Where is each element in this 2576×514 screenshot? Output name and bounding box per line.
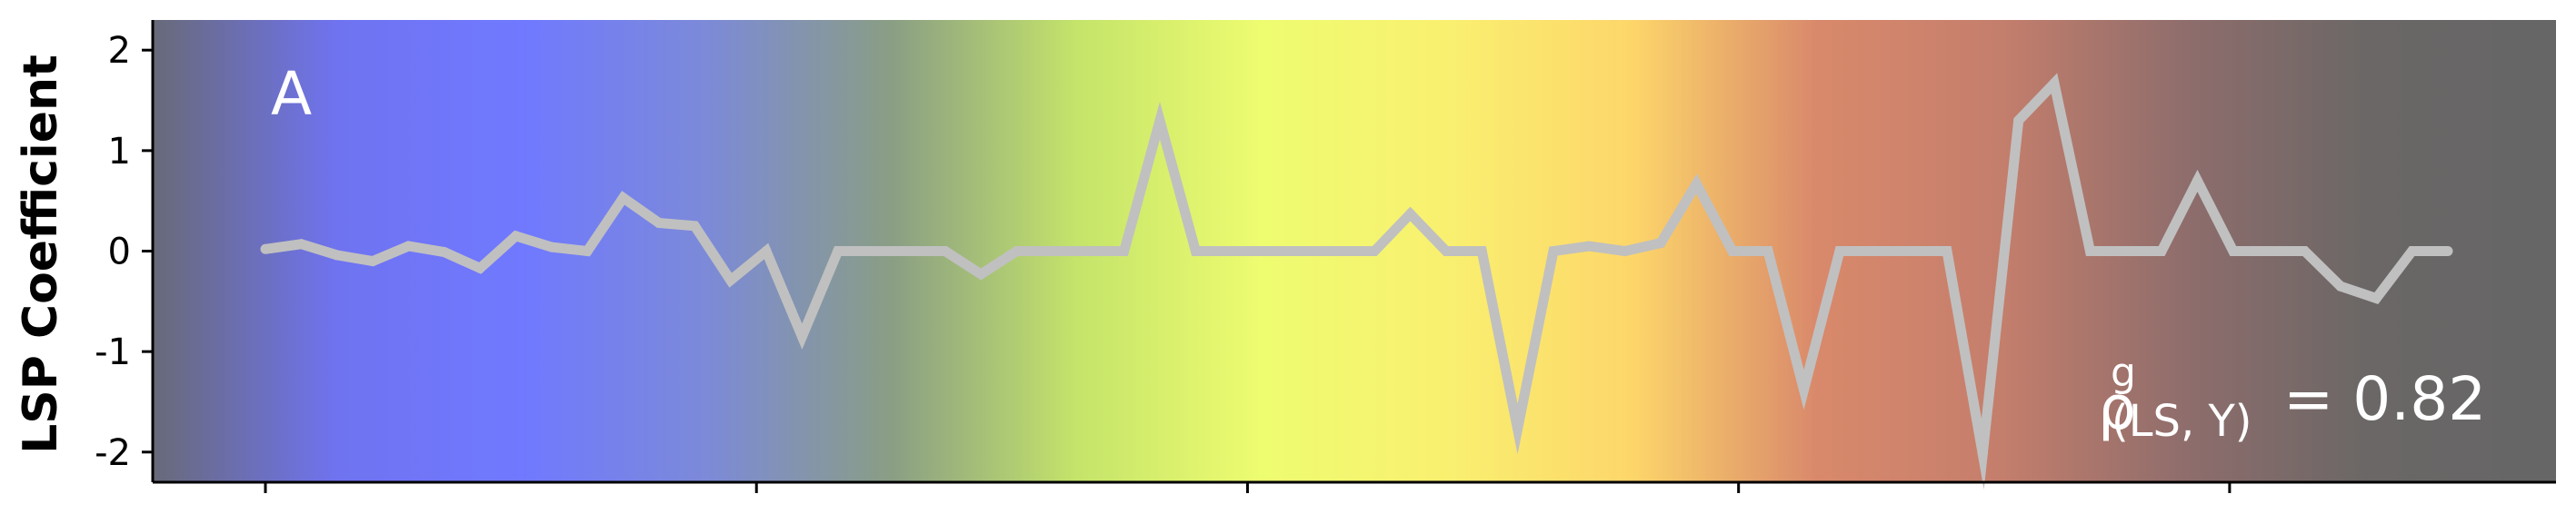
data-point — [868, 246, 879, 256]
data-point — [260, 243, 271, 254]
data-point — [1977, 449, 1988, 460]
data-point — [796, 331, 807, 342]
data-point — [1476, 246, 1487, 256]
data-point — [1799, 384, 1810, 395]
data-point — [1583, 241, 1594, 252]
data-point — [2335, 281, 2346, 292]
data-point — [1119, 246, 1130, 256]
data-point — [1405, 209, 1416, 220]
data-point — [1727, 246, 1738, 256]
data-point — [2263, 246, 2274, 256]
data-point — [2371, 293, 2381, 304]
annotation-superscript: g — [2111, 350, 2136, 396]
panel-label: A — [271, 59, 312, 129]
x-axis-ticks — [264, 482, 2232, 493]
y-tick-label: -2 — [95, 432, 131, 474]
data-point — [833, 246, 844, 256]
annotation-value: = 0.82 — [2283, 364, 2486, 434]
data-point — [1942, 246, 1952, 256]
data-point — [403, 241, 414, 252]
y-tick-label: 1 — [108, 131, 131, 173]
data-point — [367, 256, 378, 267]
data-point — [1762, 246, 1773, 256]
data-point — [618, 193, 629, 203]
data-point — [2407, 246, 2418, 256]
data-point — [2156, 246, 2167, 256]
annotation-subscript: (LS, Y) — [2112, 396, 2252, 447]
data-point — [1262, 246, 1273, 256]
data-point — [1655, 238, 1666, 249]
data-point — [2084, 246, 2095, 256]
data-point — [1369, 246, 1380, 256]
data-point — [1870, 246, 1881, 256]
data-point — [1154, 115, 1165, 126]
data-point — [582, 246, 593, 256]
data-point — [940, 246, 951, 256]
data-point — [654, 218, 664, 229]
correlation-annotation: ρ g (LS, Y) = 0.82 — [2098, 350, 2486, 447]
data-point — [725, 275, 736, 286]
data-point — [1834, 246, 1845, 256]
data-point — [904, 246, 914, 256]
data-point — [332, 250, 343, 261]
data-point — [1620, 246, 1631, 256]
data-point — [295, 239, 306, 250]
data-point — [2228, 246, 2239, 256]
data-point — [1906, 246, 1917, 256]
data-point — [2300, 246, 2311, 256]
data-point — [1083, 246, 1093, 256]
y-tick-label: 0 — [108, 232, 131, 273]
data-point — [1441, 246, 1452, 256]
series-line — [265, 73, 2448, 490]
data-point — [2013, 115, 2024, 126]
data-point — [1333, 246, 1344, 256]
y-tick-label: -1 — [95, 331, 131, 373]
data-point — [2049, 78, 2060, 89]
data-point — [975, 269, 986, 280]
data-point — [474, 262, 485, 273]
data-point — [1297, 246, 1308, 256]
data-point — [2442, 246, 2453, 256]
data-point — [439, 247, 450, 258]
data-point — [1226, 246, 1237, 256]
data-point — [1691, 178, 1702, 189]
data-point — [761, 246, 772, 256]
data-point — [689, 221, 700, 232]
data-point — [1190, 246, 1201, 256]
data-point — [1047, 246, 1058, 256]
y-tick-label: 2 — [108, 30, 131, 72]
data-point — [1548, 246, 1559, 256]
data-point — [2192, 175, 2202, 186]
data-points — [260, 78, 2453, 460]
data-point — [2121, 246, 2132, 256]
y-axis-title: LSP Coefficient — [14, 54, 68, 454]
data-point — [511, 231, 522, 242]
data-point — [1513, 423, 1523, 434]
data-point — [546, 242, 557, 252]
y-axis-ticks: 2 1 0 -1 -2 — [95, 30, 153, 474]
data-point — [1012, 246, 1023, 256]
annotation-symbol: ρ — [2098, 373, 2136, 443]
